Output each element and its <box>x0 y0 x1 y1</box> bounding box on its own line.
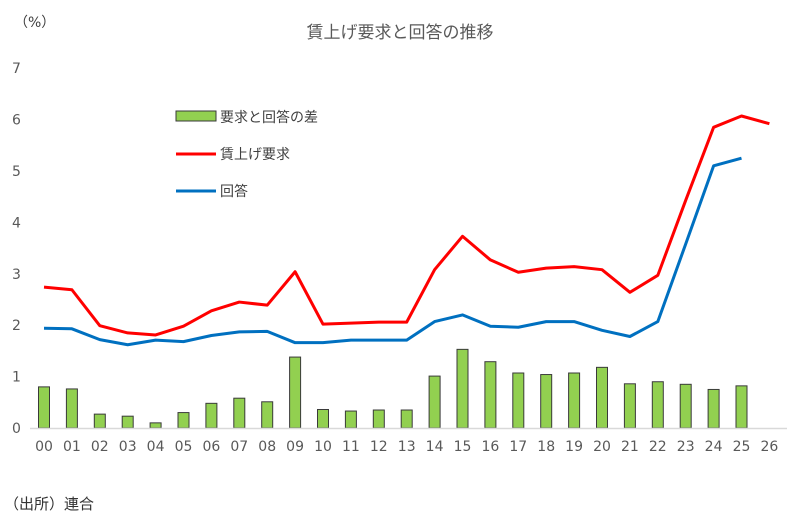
legend-label-answer: 回答 <box>220 183 248 200</box>
x-tick-label: 22 <box>649 439 667 455</box>
x-tick-label: 24 <box>705 439 723 455</box>
difference-bar <box>707 388 720 429</box>
x-tick-label: 11 <box>342 439 360 455</box>
x-tick-label: 10 <box>314 439 332 455</box>
y-tick-label: 5 <box>12 164 21 180</box>
y-tick-label: 6 <box>12 113 21 129</box>
x-tick-label: 03 <box>119 439 137 455</box>
difference-bar <box>344 410 357 429</box>
x-tick-label: 12 <box>370 439 388 455</box>
x-tick-label: 18 <box>537 439 555 455</box>
difference-bar <box>679 383 692 429</box>
x-tick-label: 15 <box>454 439 472 455</box>
x-tick-label: 19 <box>565 439 583 455</box>
request-line <box>43 114 770 337</box>
x-tick-label: 06 <box>202 439 220 455</box>
y-axis-unit-label: （%） <box>14 15 56 31</box>
difference-bar <box>65 388 78 429</box>
x-tick-label: 09 <box>286 439 304 455</box>
y-tick-label: 4 <box>12 215 21 231</box>
difference-bar <box>233 397 246 429</box>
x-tick-label: 00 <box>35 439 53 455</box>
y-tick-label: 1 <box>12 370 21 386</box>
x-tick-label: 01 <box>63 439 81 455</box>
legend-label-request: 賃上げ要求 <box>220 147 290 163</box>
x-tick-label: 05 <box>175 439 193 455</box>
difference-bar <box>261 401 274 429</box>
difference-bar <box>512 372 525 429</box>
difference-bar <box>93 413 106 429</box>
x-tick-label: 20 <box>593 439 611 455</box>
y-tick-label: 3 <box>12 267 21 283</box>
difference-bar <box>205 402 218 429</box>
x-tick-label: 23 <box>677 439 695 455</box>
difference-bar <box>317 408 329 429</box>
difference-bar <box>623 383 636 429</box>
difference-bar <box>289 356 302 429</box>
difference-bar <box>400 409 413 429</box>
difference-bar <box>596 366 608 429</box>
difference-bar <box>568 372 581 429</box>
difference-bars <box>38 348 748 429</box>
difference-bar <box>38 386 50 429</box>
x-tick-label: 07 <box>230 439 248 455</box>
x-tick-label: 08 <box>258 439 276 455</box>
x-axis-ticks: 00 01 02 03 04 05 06 07 08 09 10 11 12 13 14 15 16 17 18 19… <box>35 439 778 455</box>
x-tick-label: 16 <box>481 439 499 455</box>
legend: 要求と回答の差 賃上げ要求 回答 <box>175 109 318 200</box>
legend-label-difference: 要求と回答の差 <box>220 109 318 126</box>
difference-bar <box>540 374 553 429</box>
difference-bar <box>372 409 385 429</box>
difference-bar <box>149 422 162 429</box>
y-tick-label: 2 <box>12 318 21 334</box>
difference-bar <box>121 415 134 429</box>
x-tick-label: 14 <box>426 439 444 455</box>
difference-bar <box>456 348 469 429</box>
x-tick-label: 21 <box>621 439 639 455</box>
x-tick-label: 13 <box>398 439 416 455</box>
difference-bar <box>735 385 748 429</box>
x-tick-label: 02 <box>91 439 109 455</box>
x-tick-label: 26 <box>760 439 778 455</box>
legend-bar-swatch <box>175 110 217 122</box>
x-tick-label: 17 <box>509 439 527 455</box>
y-tick-label: 7 <box>12 61 21 77</box>
y-axis-ticks: 0 1 2 3 4 5 6 7 <box>12 61 21 437</box>
difference-bar <box>177 412 190 429</box>
x-tick-label: 04 <box>147 439 165 455</box>
source-note: （出所）連合 <box>4 495 95 513</box>
answer-line <box>43 156 742 347</box>
y-tick-label: 0 <box>12 421 21 437</box>
difference-bar <box>428 375 441 429</box>
difference-bar <box>651 381 664 429</box>
difference-bar <box>484 361 497 429</box>
chart-title: 賃上げ要求と回答の推移 <box>306 23 494 43</box>
x-tick-label: 25 <box>733 439 751 455</box>
